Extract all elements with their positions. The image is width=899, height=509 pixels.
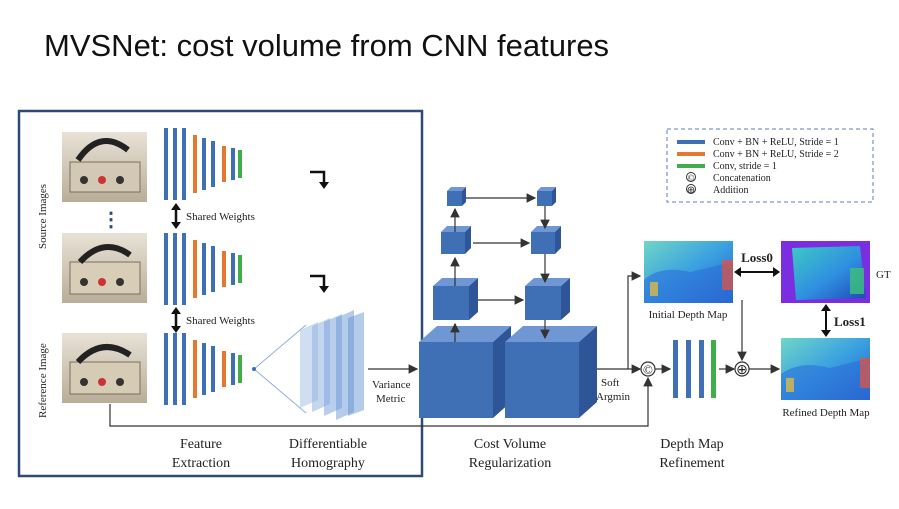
stage-feature-1: Feature <box>180 437 222 452</box>
legend-concat-symbol: © <box>688 173 695 183</box>
shared-weights-label-1: Shared Weights <box>186 211 255 223</box>
cost-volume-network <box>419 187 597 418</box>
gt-label: GT <box>876 269 891 281</box>
gt-depth-map <box>781 241 870 303</box>
legend-addition: Addition <box>713 185 749 196</box>
soft-label-2: Argmin <box>596 391 631 403</box>
homography-frustum <box>252 310 364 420</box>
ellipsis: ⋮ <box>101 209 121 231</box>
variance-label-2: Metric <box>376 393 405 405</box>
initial-depth-map <box>644 241 733 303</box>
shared-weights-1: Shared Weights <box>171 203 255 229</box>
warp-arrow-1 <box>310 170 326 184</box>
cnn-stack-source-1 <box>164 128 242 200</box>
variance-label-1: Variance <box>372 379 411 391</box>
slide-title: MVSNet: cost volume from CNN features <box>44 28 610 63</box>
legend: Conv + BN + ReLU, Stride = 1 Conv + BN +… <box>666 128 874 203</box>
shared-weights-label-2: Shared Weights <box>186 315 255 327</box>
add-symbol: ⊕ <box>736 363 748 378</box>
cnn-stack-source-2 <box>164 233 242 305</box>
legend-conv: Conv, stride = 1 <box>713 161 777 172</box>
stage-depth-refine-1: Depth Map <box>660 437 723 452</box>
stage-feature-2: Extraction <box>172 456 230 471</box>
feature-homography-frame <box>17 109 424 478</box>
stage-homography-1: Differentiable <box>289 437 367 452</box>
loss0-label: Loss0 <box>741 250 773 265</box>
stage-homography-2: Homography <box>291 456 365 471</box>
legend-conv-s2: Conv + BN + ReLU, Stride = 2 <box>713 149 839 160</box>
reference-image-label: Reference Image <box>37 343 49 418</box>
loss1-label: Loss1 <box>834 314 866 329</box>
reference-image <box>62 333 147 403</box>
soft-label-1: Soft <box>601 377 619 389</box>
shared-weights-2: Shared Weights <box>171 307 255 333</box>
source-images-label: Source Images <box>37 184 49 249</box>
legend-add-symbol: ⊕ <box>687 185 695 196</box>
loss1-arrow <box>821 304 831 337</box>
legend-conv-s1: Conv + BN + ReLU, Stride = 1 <box>713 137 839 148</box>
stage-depth-refine-2: Refinement <box>659 456 724 471</box>
loss0-arrow <box>734 267 780 277</box>
initial-depth-label: Initial Depth Map <box>649 309 728 321</box>
refined-depth-label: Refined Depth Map <box>782 407 870 419</box>
stage-cost-volume-2: Regularization <box>469 456 551 471</box>
warp-arrow-2 <box>310 274 326 288</box>
stage-cost-volume-1: Cost Volume <box>474 437 546 452</box>
legend-concat: Concatenation <box>713 173 771 184</box>
cnn-stack-reference <box>164 333 242 405</box>
source-image-2 <box>62 233 147 303</box>
refinement-stack <box>673 340 716 398</box>
concat-symbol: © <box>643 362 653 377</box>
refined-depth-map <box>781 338 870 400</box>
source-image-1 <box>62 132 147 202</box>
